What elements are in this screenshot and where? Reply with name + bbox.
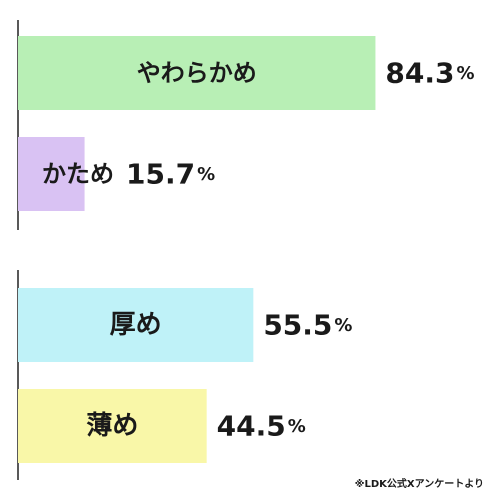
value-label-1-2: 15.7% <box>126 158 215 191</box>
value-label-2-1: 55.5% <box>263 309 352 342</box>
bar-label-1-1: やわらかめ <box>137 59 257 87</box>
value-label-1-1: 84.3% <box>385 57 474 90</box>
source-note: ※LDK公式Xアンケートより <box>354 479 484 490</box>
bar-1-2 <box>18 137 85 211</box>
value-unit-2-1: % <box>334 315 352 336</box>
value-unit-2-2: % <box>288 416 306 437</box>
bar-1-1 <box>18 36 376 110</box>
bar-2-2 <box>18 389 207 463</box>
value-unit-1-1: % <box>457 63 475 84</box>
bar-label-2-1: 厚め <box>110 310 162 340</box>
bar-label-2-2: 薄め <box>86 411 138 441</box>
value-unit-1-2: % <box>197 164 215 185</box>
bar-2-1 <box>18 288 254 362</box>
value-label-2-2: 44.5% <box>217 410 306 443</box>
bar-label-1-2: かため <box>42 160 114 188</box>
